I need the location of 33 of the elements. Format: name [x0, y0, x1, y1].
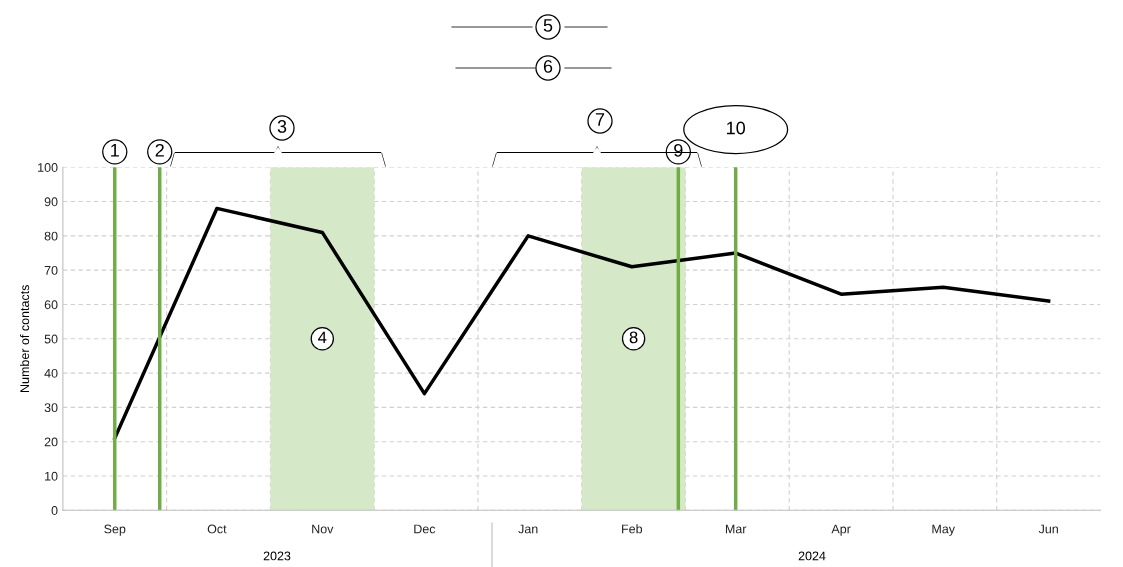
y-tick-label: 90	[44, 197, 58, 207]
y-tick-label: 10	[45, 471, 58, 481]
y-tick-label: 60	[44, 300, 58, 310]
x-tick-label: Mar	[725, 524, 747, 534]
text: 3	[277, 120, 287, 133]
x-tick-label: Oct	[207, 524, 227, 534]
y-tick-label: 70	[44, 265, 58, 275]
text: 2023	[263, 551, 291, 561]
text: 6	[543, 60, 553, 73]
x-tick-label: Jun	[1038, 524, 1058, 534]
x-tick-label: Dec	[414, 524, 436, 534]
y-tick-label: 40	[44, 368, 58, 378]
y-tick-label: 0	[51, 506, 58, 515]
x-tick-label: Jan	[518, 524, 538, 534]
band-label: 8	[629, 331, 638, 344]
x-tick-label: May	[932, 524, 955, 536]
y-tick-label: 30	[44, 403, 58, 413]
y-tick-label: 100	[38, 163, 58, 172]
text: 7	[595, 113, 605, 126]
x-tick-label: Apr	[831, 524, 851, 536]
x-tick-label: Feb	[622, 524, 643, 534]
text: 5	[543, 19, 553, 32]
y-axis-title: Number of contacts	[19, 285, 30, 392]
x-tick-label: Sep	[104, 524, 126, 536]
y-tick-label: 50	[44, 334, 58, 344]
y-tick-label: 20	[44, 437, 58, 447]
ref-line-label: 10	[727, 121, 746, 135]
y-tick-label: 80	[44, 231, 58, 241]
ref-line-label: 2	[155, 143, 164, 157]
text: 2024	[798, 551, 826, 561]
ref-line-label: 1	[111, 144, 119, 157]
x-tick-label: Nov	[312, 524, 334, 534]
band-label: 4	[318, 331, 327, 344]
